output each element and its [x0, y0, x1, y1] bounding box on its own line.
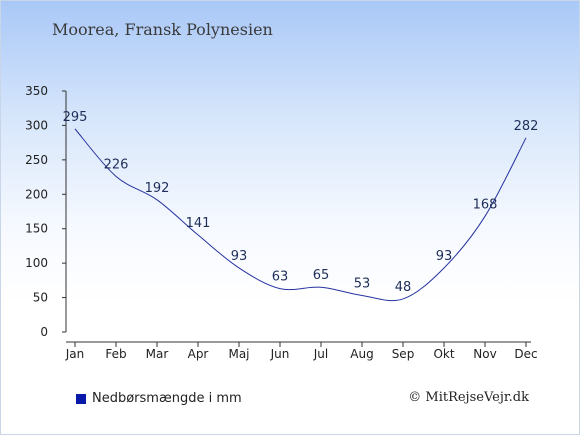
credit-text: © MitRejseVejr.dk [408, 390, 529, 405]
y-tick-label: 0 [40, 325, 48, 339]
y-tick-label: 300 [25, 118, 48, 132]
legend-label: Nedbørsmængde i mm [92, 391, 242, 406]
x-tick-label: Aug [350, 347, 373, 361]
x-tick-label: Sep [392, 347, 415, 361]
x-tick-label: Jan [65, 347, 85, 361]
data-label: 48 [395, 280, 412, 295]
y-tick-label: 150 [25, 222, 48, 236]
y-tick-label: 350 [25, 84, 48, 98]
x-tick-label: Okt [433, 347, 454, 361]
x-tick-label: Jul [313, 347, 328, 361]
legend: Nedbørsmængde i mm [76, 391, 242, 406]
x-tick-label: Jun [270, 347, 290, 361]
y-tick-label: 50 [33, 291, 48, 305]
data-label: 295 [63, 110, 88, 125]
data-label: 141 [186, 216, 211, 231]
data-label: 93 [231, 249, 248, 264]
chart-title: Moorea, Fransk Polynesien [52, 20, 273, 39]
data-label: 53 [354, 277, 371, 292]
x-tick-label: Feb [105, 347, 126, 361]
data-label: 63 [272, 270, 289, 285]
series-line [74, 128, 527, 302]
y-tick-label: 250 [25, 153, 48, 167]
x-tick-label: Dec [514, 347, 537, 361]
legend-swatch [76, 393, 86, 404]
data-label: 282 [514, 119, 539, 134]
data-label: 93 [436, 249, 453, 264]
data-label: 168 [473, 197, 498, 212]
x-tick-label: Apr [188, 347, 209, 361]
x-tick-label: Maj [228, 347, 249, 361]
data-label: 192 [145, 181, 170, 196]
x-tick-label: Mar [146, 347, 169, 361]
data-label: 226 [104, 157, 129, 172]
y-tick-label: 200 [25, 187, 48, 201]
x-tick-label: Nov [473, 347, 496, 361]
data-label: 65 [313, 268, 330, 283]
y-tick-label: 100 [25, 256, 48, 270]
